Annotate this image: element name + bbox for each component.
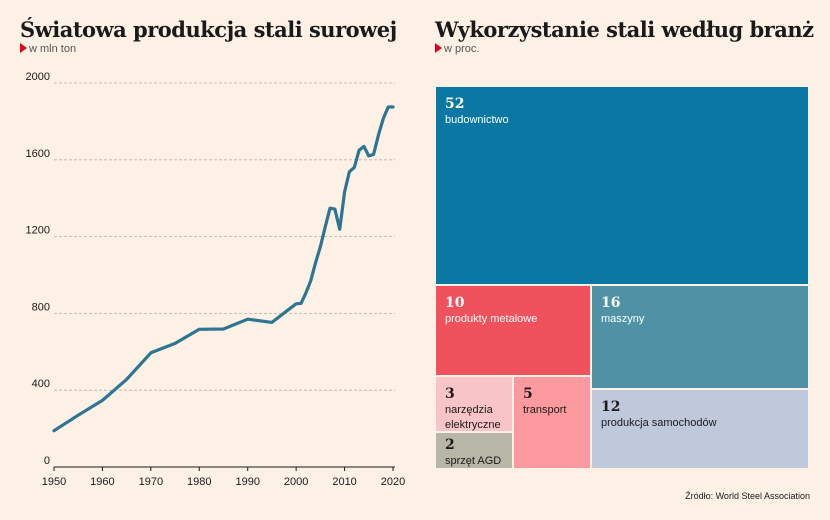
treemap-cell-produkty-metalowe: 10 produkty metalowe [435, 285, 591, 376]
data-point [372, 153, 374, 155]
treemap-cell-sprzet-agd: 2 sprzęt AGD [435, 432, 513, 469]
treemap-label: produkcja samochodów [601, 417, 717, 429]
left-chart-unit: w mln ton [29, 43, 77, 55]
right-chart-subtitle: w proc. [435, 43, 479, 55]
treemap-label: budownictwo [445, 114, 509, 126]
y-tick-label: 0 [44, 455, 50, 467]
steel-production-line-chart: 0 400 800 1200 1600 2000 1950 1960 1970 1980 1990 2… [26, 71, 406, 488]
treemap-value: 12 [601, 399, 621, 415]
data-point [300, 302, 302, 304]
data-point [174, 342, 176, 344]
treemap-cell-transport: 5 transport [513, 376, 591, 469]
y-tick-label: 1200 [26, 225, 50, 237]
data-point [222, 328, 224, 330]
x-tick-label: 1970 [139, 476, 163, 488]
data-point [348, 171, 350, 173]
treemap-label: sprzęt AGD [445, 455, 502, 467]
data-point [343, 191, 345, 193]
x-tick-label: 2000 [284, 476, 308, 488]
data-point [319, 245, 321, 247]
x-tick-label: 2020 [381, 476, 405, 488]
data-point [358, 149, 360, 151]
data-point [150, 352, 152, 354]
treemap-value: 52 [445, 96, 465, 112]
data-point [363, 145, 365, 147]
data-point [247, 318, 249, 320]
left-chart-subtitle: w mln ton [20, 43, 76, 55]
treemap-label: maszyny [601, 313, 645, 325]
data-point [387, 106, 389, 108]
data-point [377, 134, 379, 136]
x-tick-label: 1980 [187, 476, 211, 488]
data-point [198, 328, 200, 330]
treemap-value: 3 [445, 386, 455, 402]
data-point [53, 430, 55, 432]
data-point [125, 378, 127, 380]
data-point [329, 207, 331, 209]
treemap-value: 10 [445, 295, 465, 311]
data-point [339, 228, 341, 230]
source-note: Źródło: World Steel Association [685, 491, 810, 501]
right-chart-unit: w proc. [444, 43, 480, 55]
treemap-cell-maszyny: 16 maszyny [591, 285, 809, 389]
red-triangle-icon [20, 43, 27, 53]
data-point [353, 166, 355, 168]
data-point [382, 117, 384, 119]
left-chart-title: Światowa produkcja stali surowej [20, 17, 397, 42]
steel-production-line [52, 105, 395, 433]
treemap-label: narzędzia elektryczne [445, 404, 501, 431]
x-tick-label: 2010 [332, 476, 356, 488]
x-tick-label: 1950 [42, 476, 66, 488]
data-point [392, 106, 394, 108]
data-point [101, 399, 103, 401]
data-point [305, 292, 307, 294]
data-point [295, 303, 297, 305]
data-point [309, 280, 311, 282]
treemap-label: transport [523, 404, 567, 416]
treemap-value: 2 [445, 437, 455, 453]
data-point [324, 226, 326, 228]
y-tick-label: 800 [32, 301, 50, 313]
treemap-value: 16 [601, 295, 621, 311]
treemap-cell-budownictwo: 52 budownictwo [435, 86, 809, 285]
x-tick-label: 1960 [90, 476, 114, 488]
data-point [368, 155, 370, 157]
red-triangle-icon [435, 43, 442, 53]
data-point [271, 321, 273, 323]
y-tick-label: 1600 [26, 148, 50, 160]
data-point [77, 414, 79, 416]
x-tick-label: 1990 [235, 476, 259, 488]
treemap-cell-narzedzia-elektryczne: 3 narzędzia elektryczne [435, 376, 513, 432]
treemap-cell-produkcja-samochodow: 12 produkcja samochodów [591, 389, 809, 469]
data-point [334, 208, 336, 210]
right-chart-title: Wykorzystanie stali według branż [435, 17, 814, 42]
y-tick-label: 2000 [26, 71, 50, 83]
data-point [314, 262, 316, 264]
treemap-label: produkty metalowe [445, 313, 538, 325]
y-tick-label: 400 [32, 378, 50, 390]
treemap-value: 5 [523, 386, 533, 402]
